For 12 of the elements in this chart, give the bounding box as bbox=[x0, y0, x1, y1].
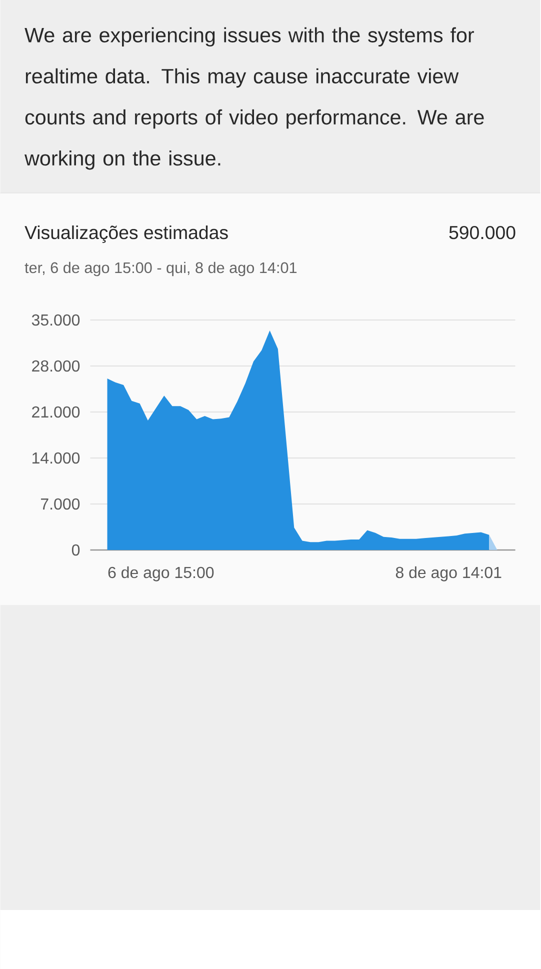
y-tick-label: 28.000 bbox=[32, 360, 80, 372]
y-tick-label: 21.000 bbox=[32, 406, 80, 418]
y-tick-label: 0 bbox=[72, 544, 80, 556]
y-tick-label: 7.000 bbox=[41, 498, 80, 510]
text: We are experiencing issues with the systems for realtime data. This may cause inaccurate view counts and reports of video performance. We are working on the issue. bbox=[24, 27, 484, 170]
chart-subtitle: ter, 6 de ago 15:00 - qui, 8 de ago 14:01 bbox=[24, 262, 297, 276]
chart-title: Visualizações estimadas bbox=[24, 225, 228, 243]
y-tick-label: 35.000 bbox=[32, 314, 80, 326]
y-tick-label: 14.000 bbox=[32, 452, 80, 464]
text: 6 de ago 15:00 bbox=[108, 566, 214, 582]
text: 590.000 bbox=[450, 226, 516, 240]
text: 8 de ago 14:01 bbox=[396, 566, 502, 582]
